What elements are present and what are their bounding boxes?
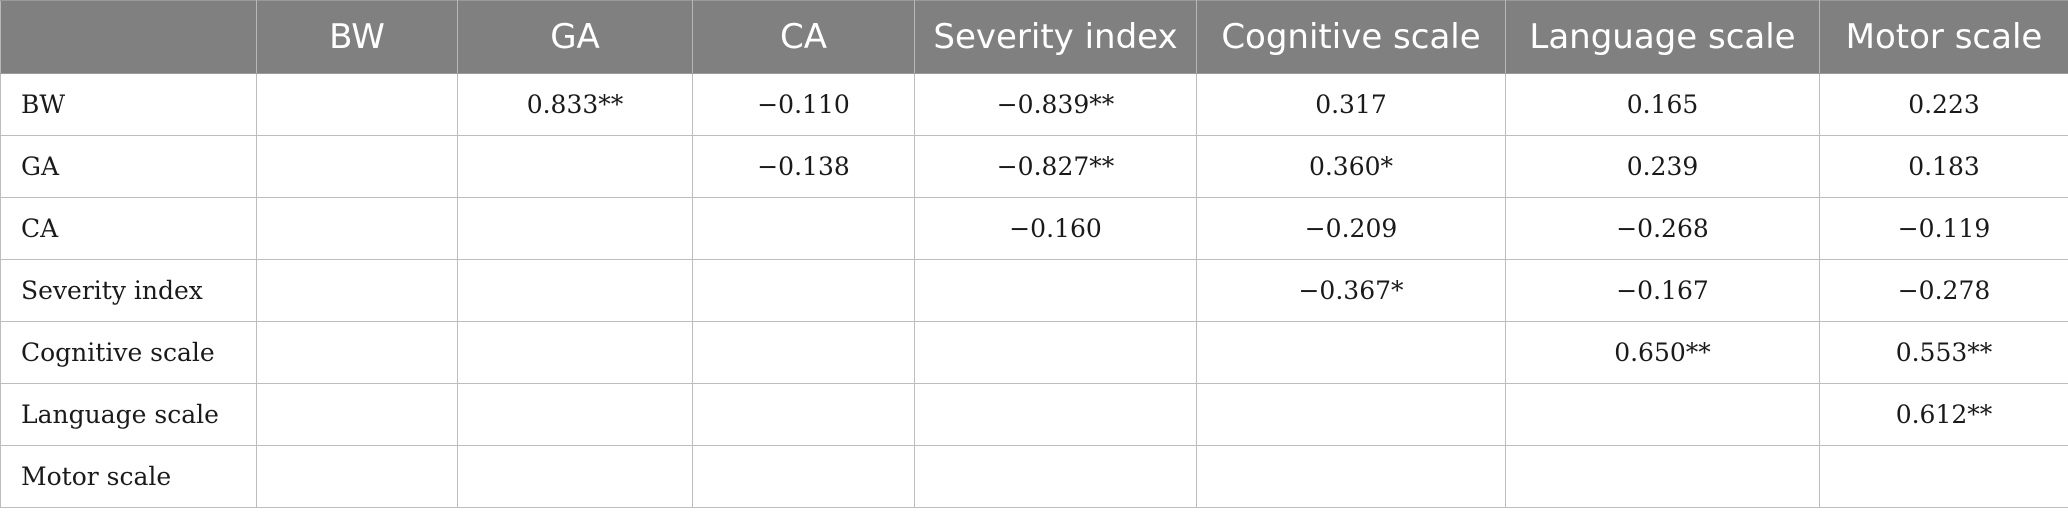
- correlation-table: BW GA CA Severity index Cognitive scale …: [0, 0, 2068, 508]
- table-cell: 0.612**: [1819, 383, 2068, 446]
- row-label: BW: [0, 73, 257, 136]
- table-cell: [256, 445, 458, 508]
- table-cell: [1505, 445, 1820, 508]
- table-cell: [256, 135, 458, 198]
- row-label: Language scale: [0, 383, 257, 446]
- table-cell: 0.553**: [1819, 321, 2068, 384]
- table-row: CA −0.160 −0.209 −0.268 −0.119: [0, 197, 2068, 260]
- table-row: BW 0.833** −0.110 −0.839** 0.317 0.165 0…: [0, 73, 2068, 136]
- header-row: BW GA CA Severity index Cognitive scale …: [0, 0, 2068, 74]
- table-cell: −0.367*: [1196, 259, 1506, 322]
- table-cell: −0.827**: [914, 135, 1197, 198]
- table-cell: [914, 445, 1197, 508]
- header-cell-cognitive-scale: Cognitive scale: [1196, 0, 1506, 74]
- table-row: Language scale 0.612**: [0, 383, 2068, 446]
- table-cell: [256, 259, 458, 322]
- row-label: GA: [0, 135, 257, 198]
- table-row: Severity index −0.367* −0.167 −0.278: [0, 259, 2068, 322]
- table-cell: 0.833**: [457, 73, 693, 136]
- table-cell: [692, 259, 915, 322]
- table-cell: −0.268: [1505, 197, 1820, 260]
- header-cell-bw: BW: [256, 0, 458, 74]
- table-cell: [1819, 445, 2068, 508]
- table-cell: −0.110: [692, 73, 915, 136]
- header-cell-corner: [0, 0, 257, 74]
- table-cell: −0.119: [1819, 197, 2068, 260]
- table-row: Motor scale: [0, 445, 2068, 508]
- table-cell: −0.278: [1819, 259, 2068, 322]
- table-cell: [914, 383, 1197, 446]
- table-cell: [692, 383, 915, 446]
- table-cell: [457, 445, 693, 508]
- table-cell: [914, 259, 1197, 322]
- row-label: Severity index: [0, 259, 257, 322]
- header-cell-ca: CA: [692, 0, 915, 74]
- table-cell: [1196, 383, 1506, 446]
- correlation-table-container: BW GA CA Severity index Cognitive scale …: [0, 0, 2068, 508]
- table-cell: −0.209: [1196, 197, 1506, 260]
- header-cell-ga: GA: [457, 0, 693, 74]
- table-cell: [692, 445, 915, 508]
- table-cell: [256, 197, 458, 260]
- table-cell: [1196, 321, 1506, 384]
- table-cell: [1505, 383, 1820, 446]
- table-cell: [692, 197, 915, 260]
- table-cell: [457, 321, 693, 384]
- header-cell-language-scale: Language scale: [1505, 0, 1820, 74]
- table-cell: 0.239: [1505, 135, 1820, 198]
- table-cell: [457, 197, 693, 260]
- table-cell: −0.160: [914, 197, 1197, 260]
- table-cell: [457, 135, 693, 198]
- table-cell: 0.183: [1819, 135, 2068, 198]
- table-row: GA −0.138 −0.827** 0.360* 0.239 0.183: [0, 135, 2068, 198]
- table-cell: 0.360*: [1196, 135, 1506, 198]
- table-cell: −0.167: [1505, 259, 1820, 322]
- table-cell: −0.839**: [914, 73, 1197, 136]
- row-label: CA: [0, 197, 257, 260]
- table-cell: −0.138: [692, 135, 915, 198]
- header-cell-severity-index: Severity index: [914, 0, 1197, 74]
- table-cell: 0.165: [1505, 73, 1820, 136]
- row-label: Cognitive scale: [0, 321, 257, 384]
- table-cell: [256, 383, 458, 446]
- table-cell: [692, 321, 915, 384]
- table-cell: 0.317: [1196, 73, 1506, 136]
- header-cell-motor-scale: Motor scale: [1819, 0, 2068, 74]
- table-cell: 0.223: [1819, 73, 2068, 136]
- table-cell: [457, 259, 693, 322]
- table-cell: [457, 383, 693, 446]
- table-cell: [256, 321, 458, 384]
- row-label: Motor scale: [0, 445, 257, 508]
- table-cell: 0.650**: [1505, 321, 1820, 384]
- table-cell: [256, 73, 458, 136]
- table-row: Cognitive scale 0.650** 0.553**: [0, 321, 2068, 384]
- table-cell: [914, 321, 1197, 384]
- table-cell: [1196, 445, 1506, 508]
